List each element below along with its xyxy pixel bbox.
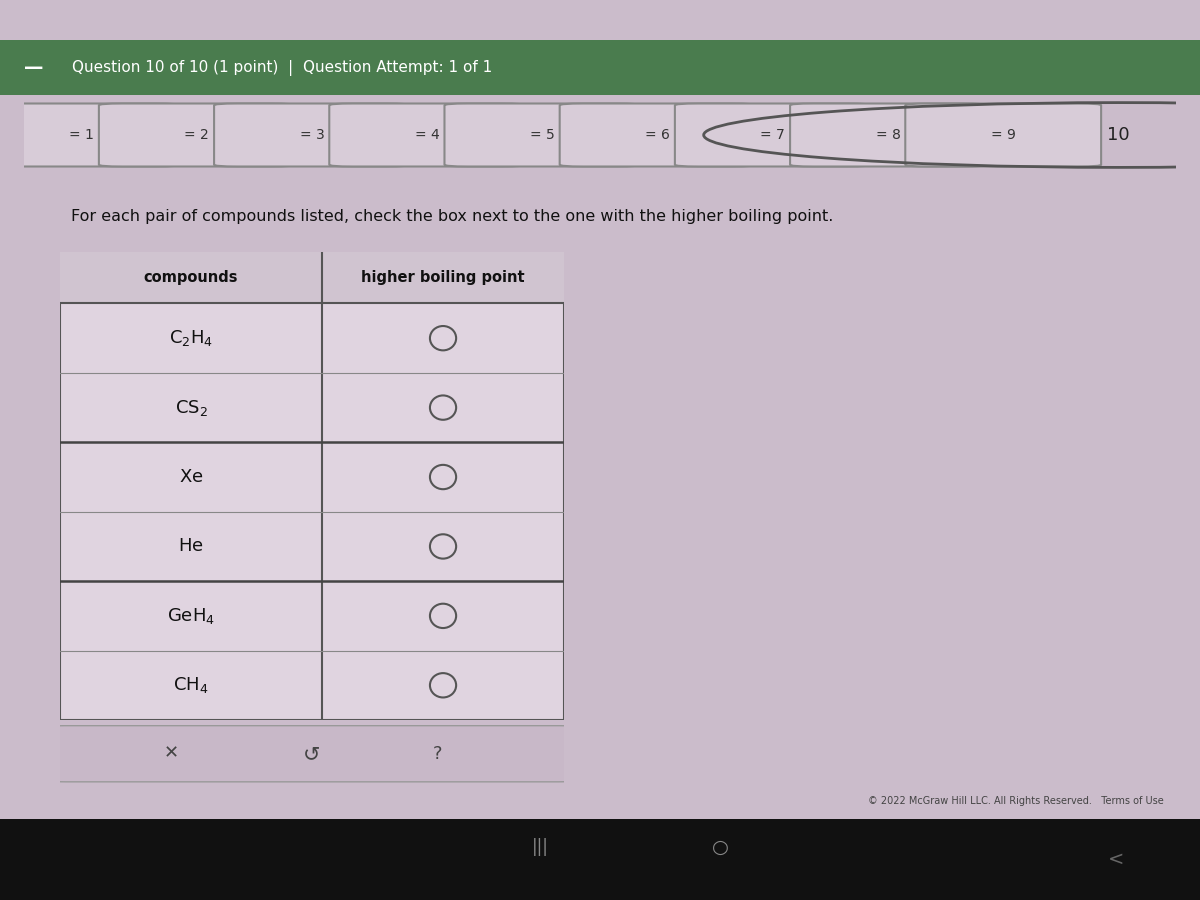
FancyBboxPatch shape <box>0 819 1200 900</box>
Text: <: < <box>1108 850 1124 869</box>
Text: = 1: = 1 <box>70 128 94 142</box>
FancyBboxPatch shape <box>790 104 986 166</box>
FancyBboxPatch shape <box>60 252 564 303</box>
Text: For each pair of compounds listed, check the box next to the one with the higher: For each pair of compounds listed, check… <box>71 209 833 223</box>
FancyBboxPatch shape <box>214 104 410 166</box>
FancyBboxPatch shape <box>559 104 756 166</box>
Text: |||: ||| <box>532 839 548 857</box>
Text: $\mathrm{GeH_4}$: $\mathrm{GeH_4}$ <box>167 606 215 626</box>
FancyBboxPatch shape <box>60 252 564 720</box>
Text: $\mathrm{He}$: $\mathrm{He}$ <box>179 537 204 555</box>
Text: = 5: = 5 <box>530 128 554 142</box>
Text: $\mathrm{C_2H_4}$: $\mathrm{C_2H_4}$ <box>169 328 214 348</box>
Text: —: — <box>24 58 43 77</box>
Text: $\mathrm{CH_4}$: $\mathrm{CH_4}$ <box>173 675 209 696</box>
FancyBboxPatch shape <box>50 725 574 782</box>
Text: = 7: = 7 <box>761 128 785 142</box>
Text: $\mathrm{Xe}$: $\mathrm{Xe}$ <box>179 468 203 486</box>
FancyBboxPatch shape <box>329 104 526 166</box>
FancyBboxPatch shape <box>0 40 1200 94</box>
FancyBboxPatch shape <box>905 104 1102 166</box>
Text: ↺: ↺ <box>304 743 320 764</box>
Text: = 8: = 8 <box>876 128 900 142</box>
FancyBboxPatch shape <box>0 104 180 166</box>
Text: higher boiling point: higher boiling point <box>361 270 524 285</box>
Text: ?: ? <box>433 745 443 763</box>
FancyBboxPatch shape <box>0 0 1200 828</box>
FancyBboxPatch shape <box>444 104 641 166</box>
FancyBboxPatch shape <box>674 104 871 166</box>
Text: = 6: = 6 <box>646 128 670 142</box>
Text: Question 10 of 10 (1 point)  |  Question Attempt: 1 of 1: Question 10 of 10 (1 point) | Question A… <box>72 59 492 76</box>
Text: $\mathrm{CS_2}$: $\mathrm{CS_2}$ <box>174 398 208 418</box>
Text: = 9: = 9 <box>991 128 1015 142</box>
FancyBboxPatch shape <box>98 104 295 166</box>
Text: 10: 10 <box>1108 126 1129 144</box>
Text: ✕: ✕ <box>163 745 179 763</box>
Text: © 2022 McGraw Hill LLC. All Rights Reserved.   Terms of Use: © 2022 McGraw Hill LLC. All Rights Reser… <box>869 796 1164 806</box>
Text: = 2: = 2 <box>185 128 209 142</box>
Text: = 3: = 3 <box>300 128 324 142</box>
Text: compounds: compounds <box>144 270 239 285</box>
Text: = 4: = 4 <box>415 128 439 142</box>
Text: ○: ○ <box>712 838 728 857</box>
